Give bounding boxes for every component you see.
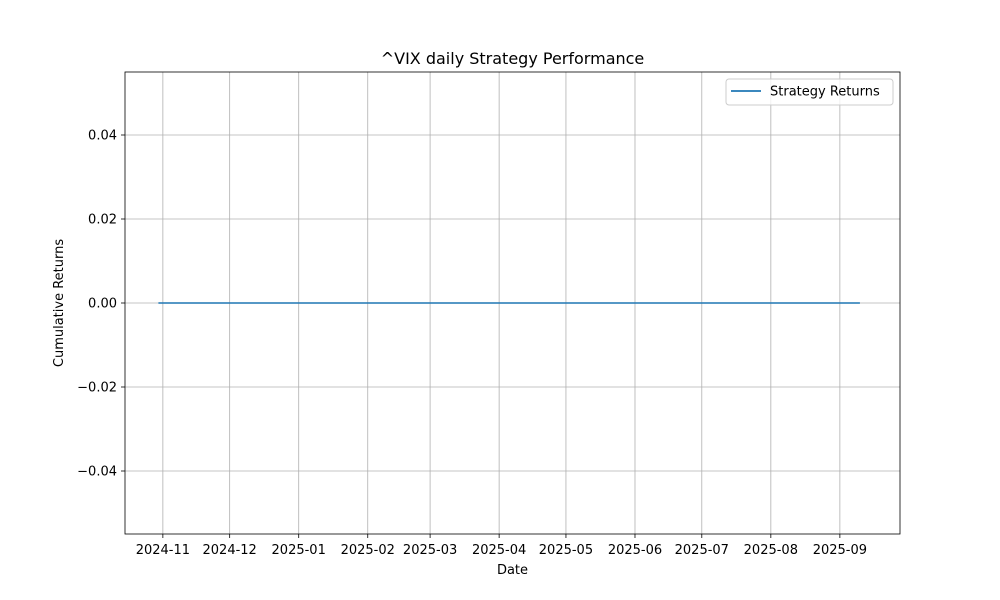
x-tick-label: 2025-02 xyxy=(341,543,395,558)
legend: Strategy Returns xyxy=(725,78,894,106)
x-tick-label: 2025-01 xyxy=(272,543,326,558)
x-tick-label: 2025-03 xyxy=(403,543,457,558)
y-axis: −0.04 −0.02 0.00 0.02 0.04 xyxy=(77,129,125,480)
legend-box xyxy=(725,78,894,106)
x-axis-label: Date xyxy=(497,563,528,578)
y-tick-label: −0.04 xyxy=(77,465,117,480)
x-tick-label: 2025-04 xyxy=(472,543,526,558)
chart-title: ^VIX daily Strategy Performance xyxy=(381,49,645,68)
legend-label: Strategy Returns xyxy=(770,85,880,100)
x-tick-label: 2025-09 xyxy=(813,543,867,558)
x-axis: 2024-11 2024-12 2025-01 2025-02 2025-03 2025-… xyxy=(136,534,867,558)
x-tick-label: 2025-07 xyxy=(675,543,729,558)
y-tick-label: 0.00 xyxy=(88,297,117,312)
y-axis-label: Cumulative Returns xyxy=(52,239,67,367)
x-tick-label: 2025-05 xyxy=(539,543,593,558)
x-tick-label: 2024-12 xyxy=(203,543,257,558)
x-tick-label: 2025-08 xyxy=(744,543,798,558)
y-tick-label: −0.02 xyxy=(77,381,117,396)
x-tick-label: 2025-06 xyxy=(608,543,662,558)
y-tick-label: 0.04 xyxy=(88,129,117,144)
y-tick-label: 0.02 xyxy=(88,213,117,228)
x-tick-label: 2024-11 xyxy=(136,543,190,558)
